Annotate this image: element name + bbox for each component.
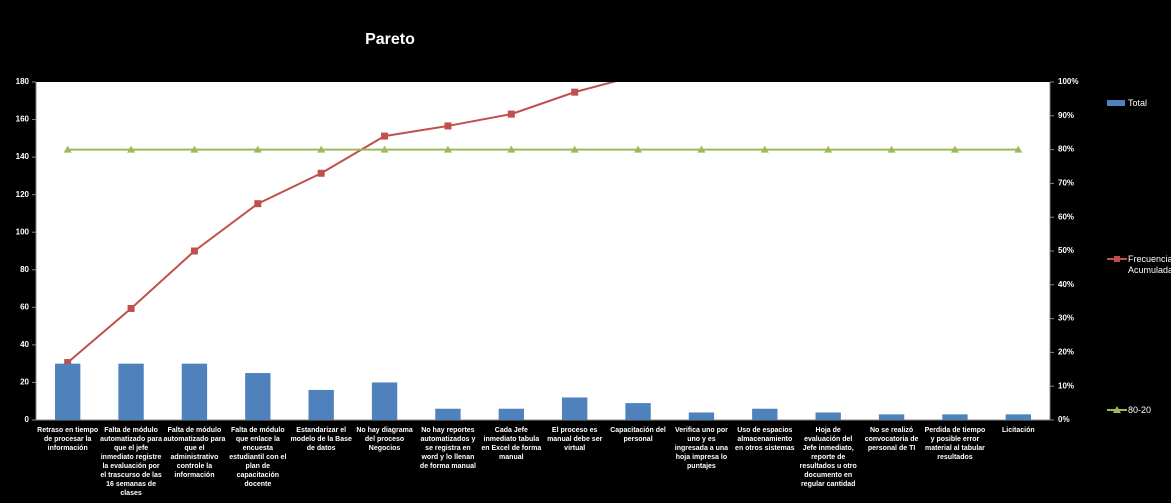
marker	[887, 145, 896, 153]
y-tick-label: 140	[16, 152, 30, 161]
legend-label: Frecuencia Acumulada	[1128, 254, 1171, 275]
x-tick-label: Perdida de tiempo y posible error materi…	[924, 427, 986, 461]
marker	[697, 145, 706, 153]
marker	[381, 132, 389, 140]
marker	[571, 88, 579, 96]
bar	[308, 389, 334, 420]
y2-tick-label: 100%	[1058, 77, 1078, 86]
bar	[498, 408, 524, 420]
marker	[380, 145, 389, 153]
y-tick-label: 160	[16, 115, 30, 124]
x-tick-label: Uso de espacios almacenamiento en otros …	[735, 427, 795, 452]
line-layer	[63, 72, 1023, 367]
y2-tick-label: 60%	[1058, 212, 1074, 221]
y2-tick-label: 40%	[1058, 280, 1074, 289]
bar	[688, 412, 715, 420]
marker	[127, 304, 135, 312]
x-tick-label: No hay reportes automatizados y se regis…	[419, 427, 476, 470]
bar	[1005, 414, 1031, 420]
legend-label: 80-20	[1128, 405, 1152, 415]
x-tick-label: Licitación	[1001, 427, 1035, 434]
marker	[63, 145, 72, 153]
x-tick-label: Verifica uno por uno y es ingresada a un…	[674, 427, 729, 470]
legend-marker	[1114, 256, 1120, 262]
bar	[371, 382, 398, 420]
marker	[254, 200, 262, 208]
y-tick-label: 180	[16, 77, 30, 86]
marker	[760, 145, 769, 153]
bar	[625, 403, 651, 420]
y2-tick-label: 0%	[1058, 415, 1070, 424]
marker	[317, 169, 325, 177]
bar	[118, 363, 144, 420]
marker	[635, 72, 642, 79]
y2-tick-label: 20%	[1058, 348, 1074, 357]
y-tick-label: 60	[20, 302, 29, 311]
marker	[824, 145, 833, 153]
bar	[752, 408, 778, 420]
chart-title: Pareto	[365, 31, 415, 48]
x-tick-label: Retraso en tiempo de procesar la informa…	[37, 427, 99, 452]
x-tick-label: Falta de módulo que enlace la encuesta e…	[229, 427, 287, 488]
legend-marker	[1113, 406, 1121, 413]
marker	[570, 145, 579, 153]
marker	[127, 145, 136, 153]
marker	[253, 145, 262, 153]
x-tick-label: No se realizó convocatoria de personal d…	[864, 427, 919, 452]
y-tick-label: 80	[20, 265, 29, 274]
y-tick-label: 40	[20, 340, 29, 349]
x-tick-label: El proceso es manual debe ser virtual	[547, 427, 603, 452]
x-tick-label: Capacitación del personal	[610, 427, 666, 443]
x-tick-label: Falta de módulo automatizado para que el…	[100, 427, 162, 497]
marker	[64, 359, 72, 367]
marker	[190, 145, 199, 153]
bar	[562, 397, 588, 420]
marker	[950, 145, 959, 153]
marker	[507, 110, 515, 118]
marker	[444, 122, 452, 130]
marker	[317, 145, 326, 153]
y2-tick-label: 30%	[1058, 314, 1074, 323]
bar	[55, 363, 81, 420]
x-tick-label: Estandarizar el modelo de la Base de dat…	[290, 427, 352, 452]
bar	[435, 408, 461, 420]
bar	[878, 414, 905, 420]
y2-tick-label: 80%	[1058, 145, 1074, 154]
bar	[815, 412, 841, 420]
y2-tick-label: 90%	[1058, 111, 1074, 120]
legend-swatch	[1107, 100, 1125, 106]
x-tick-label: No hay diagrama del proceso Negocios	[356, 427, 413, 452]
marker	[1014, 145, 1023, 153]
y-tick-label: 120	[16, 190, 30, 199]
x-tick-label: Hoja de evaluación del Jefe inmediato, r…	[799, 427, 857, 488]
y2-tick-label: 70%	[1058, 179, 1074, 188]
bar	[942, 414, 968, 420]
y-tick-label: 20	[20, 378, 29, 387]
bar	[181, 363, 208, 420]
y2-tick-label: 50%	[1058, 246, 1074, 255]
legend-label: Total	[1128, 98, 1148, 108]
marker	[507, 145, 516, 153]
marker	[634, 145, 643, 153]
marker	[443, 145, 452, 153]
y-tick-label: 100	[16, 227, 30, 236]
bar	[245, 373, 271, 420]
marker	[190, 247, 198, 255]
x-tick-label: Falta de módulo automatizado para que el…	[163, 427, 226, 479]
y-tick-label: 0	[25, 415, 30, 424]
line	[67, 82, 617, 364]
x-tick-label: Cada Jefe inmediato tabula en Excel de f…	[481, 427, 542, 461]
y2-tick-label: 10%	[1058, 381, 1074, 390]
